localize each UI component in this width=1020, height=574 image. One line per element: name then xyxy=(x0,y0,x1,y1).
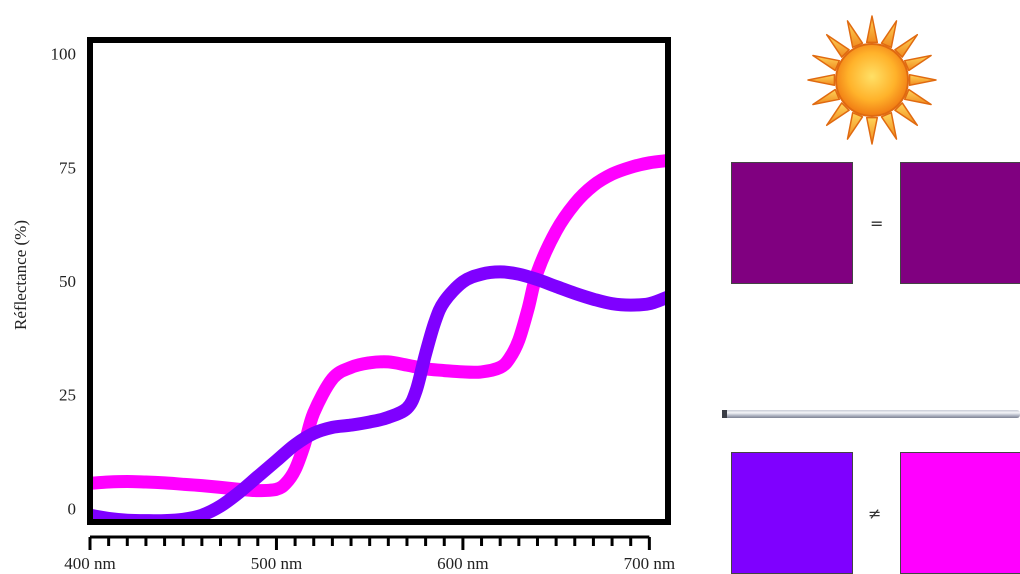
sun-ray xyxy=(812,88,841,106)
series-line-1 xyxy=(90,154,668,498)
y-tick-label: 100 xyxy=(51,45,77,64)
sun-ray xyxy=(825,102,850,127)
not-equals-symbol: ≠ xyxy=(868,504,882,523)
fluorescent-tube-icon xyxy=(722,410,1020,418)
sun-ray xyxy=(894,33,919,58)
sun-ray xyxy=(812,54,841,72)
sun-ray xyxy=(807,73,836,87)
sun-ray xyxy=(846,111,864,140)
y-tick-label: 75 xyxy=(59,158,76,177)
equals-symbol: = xyxy=(870,214,884,233)
swatch-bottom-left xyxy=(731,452,853,574)
x-tick-label: 600 nm xyxy=(437,554,488,573)
x-tick-label: 700 nm xyxy=(624,554,675,573)
series-line-2 xyxy=(90,265,668,522)
sun-ray xyxy=(825,33,850,58)
plot-frame xyxy=(87,37,671,525)
y-tick-label: 0 xyxy=(68,499,77,518)
sun-ray xyxy=(880,111,898,140)
sun-ray xyxy=(865,116,879,145)
swatch-top-right xyxy=(900,162,1020,284)
y-tick-label: 25 xyxy=(59,386,76,405)
axis-layer: 400 nm 500 nm 600 nm 700 nm 0 25 50 75 100 Réflec… xyxy=(11,37,675,573)
y-axis-label: Réflectance (%) xyxy=(11,220,30,330)
sun-ray xyxy=(846,20,864,49)
sun-icon xyxy=(807,15,937,145)
plot-layer xyxy=(90,154,668,522)
swatch-bottom-right xyxy=(900,452,1020,574)
x-tick-label: 400 nm xyxy=(64,554,115,573)
sun-ray xyxy=(903,88,932,106)
sun-ray xyxy=(903,54,932,72)
swatch-top-left xyxy=(731,162,853,284)
sun-ray xyxy=(865,15,879,44)
y-tick-label: 50 xyxy=(59,272,76,291)
x-tick-label: 500 nm xyxy=(251,554,302,573)
sun-ray xyxy=(880,20,898,49)
sun-ray xyxy=(894,102,919,127)
sun-ray xyxy=(908,73,937,87)
